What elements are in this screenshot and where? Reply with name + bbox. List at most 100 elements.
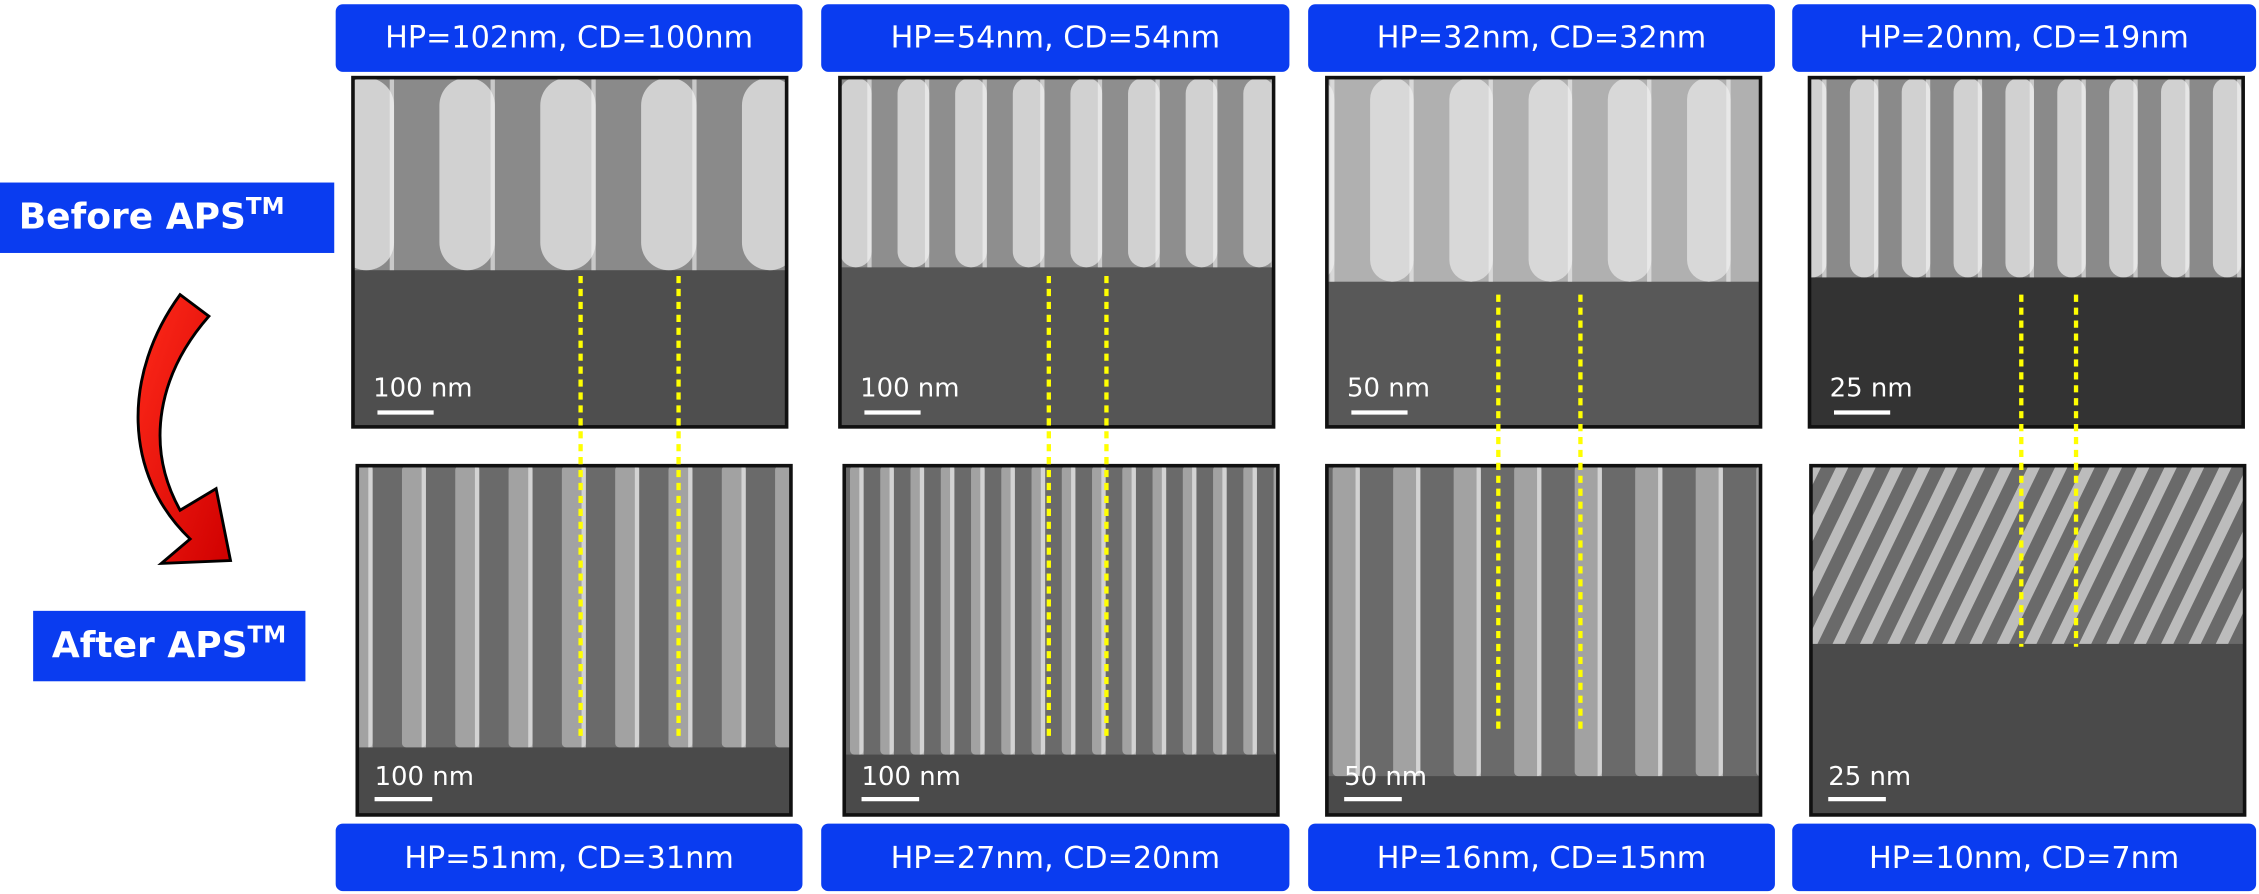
- feature-edge: [1978, 78, 1982, 278]
- feature-edge: [1647, 78, 1651, 282]
- sem-image: [1212, 78, 1889, 427]
- feature-edge: [1926, 78, 1930, 278]
- figure: Before APSTM After APSTM HP=102nm, CD=10…: [0, 0, 2259, 894]
- feature-edge: [795, 466, 799, 748]
- feature-edge: [1537, 466, 1541, 776]
- feature-edge: [1253, 466, 1257, 755]
- feature-edge: [741, 466, 745, 748]
- feature-edge: [1598, 466, 1602, 776]
- sem-image: [729, 466, 1378, 815]
- feature-edge: [2133, 78, 2137, 278]
- feature-edge: [829, 466, 833, 755]
- feature: [775, 466, 799, 748]
- scale-bar-label: 50 nm: [1347, 374, 1430, 404]
- feature-edge: [1041, 466, 1045, 755]
- panel-label: HP=27nm, CD=20nm: [891, 841, 1220, 876]
- feature-edge: [983, 78, 987, 268]
- panel-label: HP=32nm, CD=32nm: [1377, 20, 1706, 55]
- feature-edge: [867, 78, 871, 268]
- feature: [242, 466, 266, 748]
- feature: [1687, 78, 1731, 282]
- feature-edge: [1822, 78, 1826, 278]
- feature-edge: [491, 78, 495, 271]
- feature: [1304, 466, 1318, 755]
- row-label-superscript: TM: [248, 622, 287, 648]
- feature-edge: [1222, 466, 1226, 755]
- feature-edge: [1155, 78, 1159, 268]
- feature-edge: [475, 466, 479, 748]
- feature: [1449, 78, 1493, 282]
- feature-edge: [591, 78, 595, 271]
- feature: [898, 78, 930, 268]
- sem-upper: [1327, 466, 1761, 776]
- feature: [641, 78, 696, 271]
- scale-bar-label: 25 nm: [1828, 762, 1911, 792]
- feature: [742, 78, 797, 271]
- feature: [339, 78, 394, 271]
- feature-edge: [793, 78, 797, 271]
- panel-label: HP=20nm, CD=19nm: [1859, 20, 2188, 55]
- feature: [1128, 78, 1160, 268]
- feature: [1370, 78, 1414, 282]
- panel-label: HP=54nm, CD=54nm: [891, 20, 1220, 55]
- scale-bar-label: 25 nm: [1830, 374, 1913, 404]
- feature-edge: [1283, 466, 1287, 755]
- feature: [1274, 466, 1288, 755]
- sem-image: [725, 78, 1391, 427]
- feature-edge: [1040, 78, 1044, 268]
- feature: [955, 78, 987, 268]
- feature-edge: [422, 466, 426, 748]
- feature-edge: [920, 466, 924, 755]
- feature-edge: [1779, 466, 1783, 776]
- feature-edge: [890, 466, 894, 755]
- feature-edge: [1011, 466, 1015, 755]
- feature-edge: [2082, 78, 2086, 278]
- scale-bar-label: 100 nm: [860, 374, 959, 404]
- sem-upper: [844, 466, 1278, 755]
- feature-edge: [1568, 78, 1572, 282]
- feature-edge: [1719, 466, 1723, 776]
- feature-edge: [528, 466, 532, 748]
- row-label-superscript: TM: [246, 193, 285, 219]
- feature-edge: [1313, 466, 1317, 755]
- sem-image: [242, 466, 906, 815]
- feature-edge: [2185, 78, 2189, 278]
- feature-edge: [950, 466, 954, 755]
- feature-edge: [1477, 466, 1481, 776]
- feature: [1608, 78, 1652, 282]
- feature: [540, 78, 595, 271]
- feature-edge: [368, 466, 372, 748]
- feature-edge: [1162, 466, 1166, 755]
- panel-label: HP=16nm, CD=15nm: [1377, 841, 1706, 876]
- arrow: [138, 295, 230, 564]
- feature-edge: [1330, 78, 1334, 282]
- feature: [1529, 78, 1573, 282]
- scale-bar-label: 100 nm: [862, 762, 961, 792]
- panel-label: HP=102nm, CD=100nm: [385, 20, 753, 55]
- feature-edge: [390, 78, 394, 271]
- feature-edge: [1098, 78, 1102, 268]
- feature: [1070, 78, 1102, 268]
- panel-label: HP=51nm, CD=31nm: [404, 841, 733, 876]
- feature-edge: [1489, 78, 1493, 282]
- feature-edge: [1192, 466, 1196, 755]
- scale-bar-label: 100 nm: [373, 374, 472, 404]
- sem-image: [1696, 466, 2259, 815]
- sem-image: [1694, 78, 2259, 427]
- row-label: Before APSTM: [19, 193, 285, 237]
- feature-edge: [635, 466, 639, 748]
- scale-bar-label: 100 nm: [375, 762, 474, 792]
- feature-edge: [1132, 466, 1136, 755]
- feature-edge: [2237, 78, 2241, 278]
- feature-edge: [859, 466, 863, 755]
- row-label-text: After APS: [52, 625, 248, 666]
- feature-edge: [1416, 466, 1420, 776]
- feature-edge: [980, 466, 984, 755]
- feature-edge: [1071, 466, 1075, 755]
- feature-edge: [262, 466, 266, 748]
- feature-edge: [1409, 78, 1413, 282]
- feature-edge: [1770, 78, 1774, 278]
- feature: [1243, 78, 1275, 268]
- row-label-text: Before APS: [19, 196, 246, 237]
- feature-edge: [1356, 466, 1360, 776]
